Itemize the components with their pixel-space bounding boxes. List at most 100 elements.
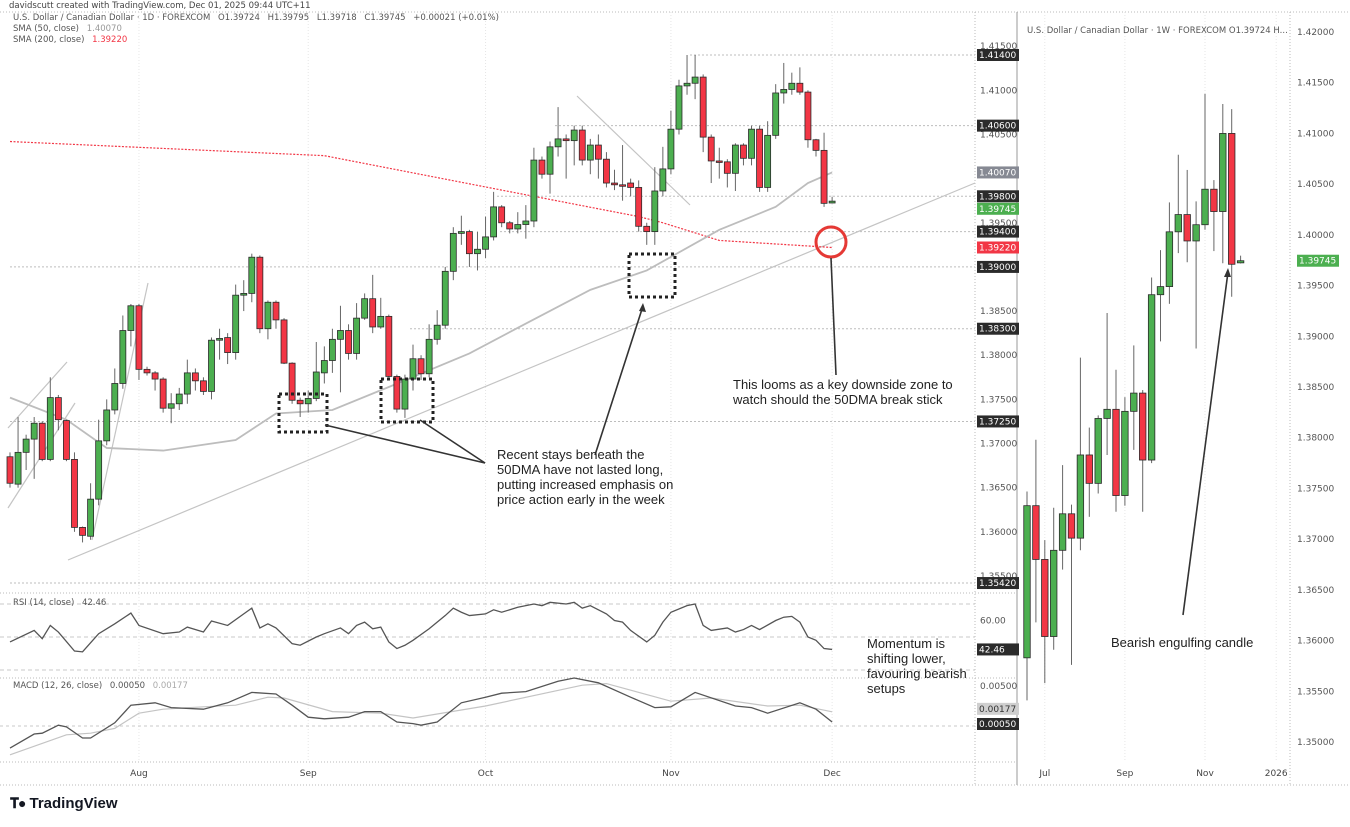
candle-body xyxy=(1156,286,1165,296)
daily-candle xyxy=(603,152,610,188)
candle-body xyxy=(87,498,94,537)
moving-averages xyxy=(9,140,833,452)
weekly-candle xyxy=(1067,504,1076,665)
dotted-box[interactable] xyxy=(379,377,435,424)
daily-candle xyxy=(457,215,465,245)
daily-candle xyxy=(361,293,369,320)
x-tick-label: Sep xyxy=(300,769,317,779)
weekly-candle xyxy=(1236,255,1245,264)
daily-candle xyxy=(756,125,763,192)
daily-candle xyxy=(772,84,780,139)
candle-body xyxy=(828,200,836,204)
candle-body xyxy=(457,231,465,234)
y-tick-label: 1.37000 xyxy=(980,440,1017,450)
candle-body xyxy=(151,372,159,380)
daily-candle xyxy=(562,134,570,179)
sma200-legend[interactable]: SMA (200, close) 1.39220 xyxy=(13,35,132,45)
price-tag-bg xyxy=(977,225,1019,238)
y-tick-label: 1.42000 xyxy=(1297,28,1334,38)
annotation-downside-zone: This looms as a key downside zone to wat… xyxy=(733,377,953,407)
daily-candle xyxy=(337,305,344,393)
daily-candle xyxy=(691,55,699,100)
sma50-value: 1.40070 xyxy=(86,24,122,34)
highlight-circle[interactable] xyxy=(814,225,848,259)
daily-legend: U.S. Dollar / Canadian Dollar · 1D · FOR… xyxy=(13,13,504,23)
arrowhead-icon xyxy=(1224,268,1231,277)
candle-body xyxy=(643,225,651,233)
daily-candle xyxy=(369,274,377,334)
symbol-title[interactable]: U.S. Dollar / Canadian Dollar · 1D · FOR… xyxy=(13,13,211,23)
candle-body xyxy=(14,451,22,485)
candle-body xyxy=(312,371,320,399)
y-tick-label: 1.39500 xyxy=(1297,282,1334,292)
annotation-recent-stays: Recent stays beneath the 50DMA have not … xyxy=(497,447,674,507)
daily-candle xyxy=(586,138,594,175)
candle-body xyxy=(1183,214,1191,242)
price-tag-bg xyxy=(977,260,1019,273)
candle-body xyxy=(183,372,191,395)
daily-candle xyxy=(320,346,328,384)
candle-body xyxy=(143,368,151,374)
y-tick-label: 1.38500 xyxy=(980,307,1017,317)
daily-candle xyxy=(635,180,643,232)
candle-body xyxy=(337,330,344,340)
price-tag-bg xyxy=(977,119,1019,132)
candle-body xyxy=(538,159,546,175)
candle-body xyxy=(441,270,449,326)
candle-body xyxy=(111,383,119,411)
macd-value: 0.00050 xyxy=(109,681,146,691)
candle-body xyxy=(288,362,296,401)
macd-legend[interactable]: MACD (12, 26, close) 0.00050 0.00177 xyxy=(13,681,193,691)
macd-pane xyxy=(0,677,975,756)
macd-tag: 0.00177 xyxy=(979,705,1016,715)
rsi-legend[interactable]: RSI (14, close) 42.46 xyxy=(13,598,111,608)
trendline[interactable] xyxy=(7,361,68,429)
macd-line xyxy=(9,677,833,749)
daily-candle xyxy=(393,374,401,413)
daily-candle xyxy=(707,134,715,184)
daily-candle xyxy=(200,377,207,395)
weekly-candle xyxy=(1147,277,1156,464)
candle-body xyxy=(95,440,103,500)
daily-candle xyxy=(345,324,352,360)
daily-candle xyxy=(38,421,46,462)
tradingview-logo[interactable]: 𝐓● TradingView xyxy=(10,795,118,812)
candle-body xyxy=(490,206,498,238)
macd-tag: 0.00050 xyxy=(979,720,1016,730)
candle-body xyxy=(377,315,385,328)
candle-body xyxy=(1050,549,1058,637)
daily-candle xyxy=(208,337,215,400)
daily-candle xyxy=(377,297,385,329)
daily-candle xyxy=(216,328,223,360)
y-tick-label: 1.38000 xyxy=(980,351,1017,361)
daily-candle xyxy=(490,191,498,241)
price-tag-bg xyxy=(977,415,1019,428)
daily-candle xyxy=(63,419,70,462)
downtrend-line[interactable] xyxy=(576,95,691,206)
daily-candle xyxy=(14,417,22,488)
dotted-box[interactable] xyxy=(627,252,677,299)
daily-candle xyxy=(643,222,651,245)
candle-body xyxy=(1192,224,1200,242)
candle-body xyxy=(200,380,207,392)
daily-candle xyxy=(578,125,586,166)
candle-body xyxy=(804,91,812,141)
daily-candle xyxy=(441,266,449,329)
candle-body xyxy=(699,76,707,138)
candle-body xyxy=(707,136,715,162)
long-uptrend-line[interactable] xyxy=(67,182,976,561)
candle-body xyxy=(732,144,739,174)
candle-body xyxy=(530,159,538,222)
candle-body xyxy=(603,158,610,184)
daily-candle xyxy=(103,399,111,446)
macd-tag-bg xyxy=(977,702,1019,715)
price-tag-bg xyxy=(977,577,1019,590)
candle-body xyxy=(433,324,441,340)
sma50-legend[interactable]: SMA (50, close) 1.40070 xyxy=(13,24,127,34)
daily-candle xyxy=(30,417,38,479)
weekly-candle xyxy=(1058,465,1067,570)
dotted-box[interactable] xyxy=(277,392,329,434)
weekly-legend[interactable]: U.S. Dollar / Canadian Dollar · 1W · FOR… xyxy=(1027,26,1288,36)
candle-body xyxy=(159,378,167,409)
